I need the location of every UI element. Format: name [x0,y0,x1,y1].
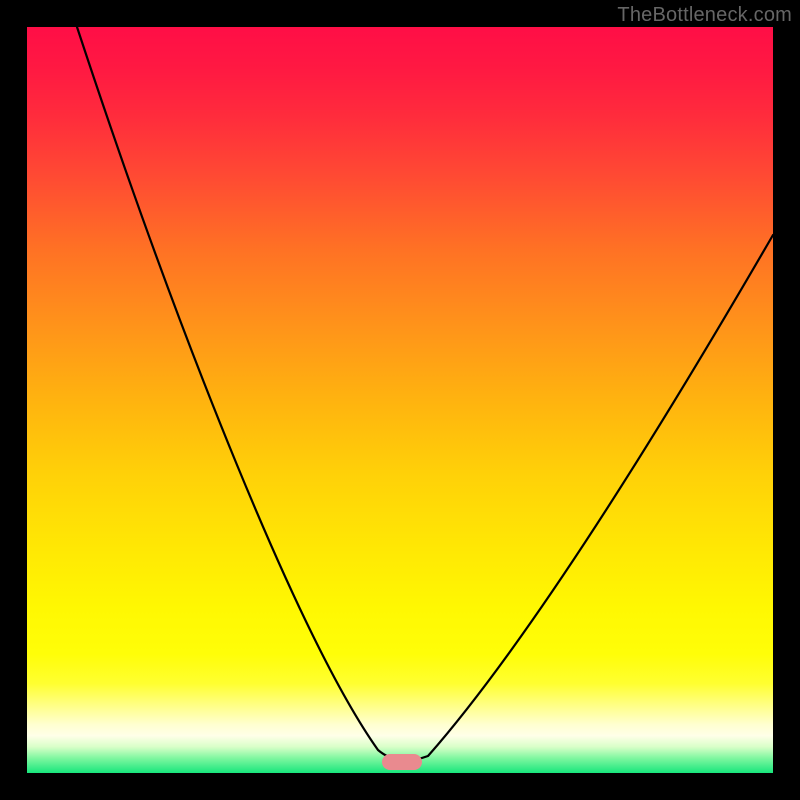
optimum-marker [382,754,422,770]
chart-container: TheBottleneck.com [0,0,800,800]
watermark-text: TheBottleneck.com [617,4,792,27]
gradient-plot-area [27,27,773,773]
